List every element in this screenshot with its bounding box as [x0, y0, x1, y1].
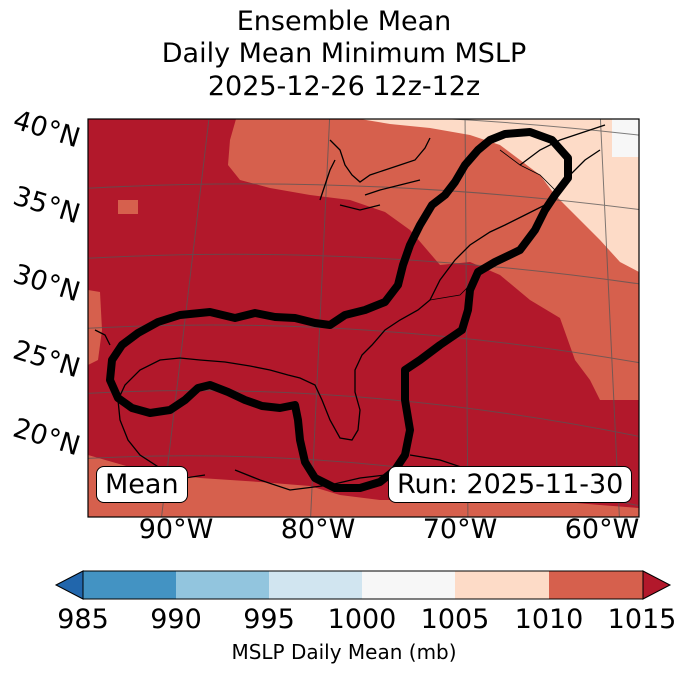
field-1010-north [228, 119, 639, 380]
cb-tick-1015: 1015 [607, 604, 677, 635]
colorbar-segment-1005 [455, 571, 549, 599]
coastlines [94, 124, 606, 491]
lon-label-80: 80°W [280, 514, 356, 545]
contour-line [106, 128, 572, 492]
colorbar-segment-1010 [549, 571, 643, 599]
cb-tick-1000: 1000 [327, 604, 397, 635]
colorbar-segment-995 [269, 571, 362, 599]
mean-label-box: Mean [96, 466, 188, 503]
colorbar [54, 570, 672, 600]
lon-label-90: 90°W [138, 514, 214, 545]
colorbar-label: MSLP Daily Mean (mb) [231, 640, 457, 664]
field-1000-ne [612, 119, 639, 157]
title-line-2: Daily Mean Minimum MSLP [161, 38, 527, 69]
cb-tick-1010: 1010 [514, 604, 584, 635]
field-speck [118, 200, 138, 214]
cb-tick-985: 985 [57, 604, 109, 635]
lon-label-70: 70°W [422, 514, 498, 545]
colorbar-segment-1000 [362, 571, 455, 599]
cb-tick-995: 995 [243, 604, 295, 635]
title-line-1: Ensemble Mean [236, 6, 452, 37]
colorbar-extend-low [54, 570, 84, 600]
colorbar-extend-high [642, 570, 672, 600]
lon-label-60: 60°W [564, 514, 640, 545]
title-line-3: 2025-12-26 12z-12z [207, 71, 481, 102]
field-1010-east [560, 318, 639, 400]
cb-tick-990: 990 [150, 604, 202, 635]
map-frame [87, 118, 640, 518]
colorbar-segment-985 [83, 571, 176, 599]
colorbar-segment-990 [176, 571, 269, 599]
cb-tick-1005: 1005 [420, 604, 490, 635]
run-date-box: Run: 2025-11-30 [388, 466, 633, 503]
